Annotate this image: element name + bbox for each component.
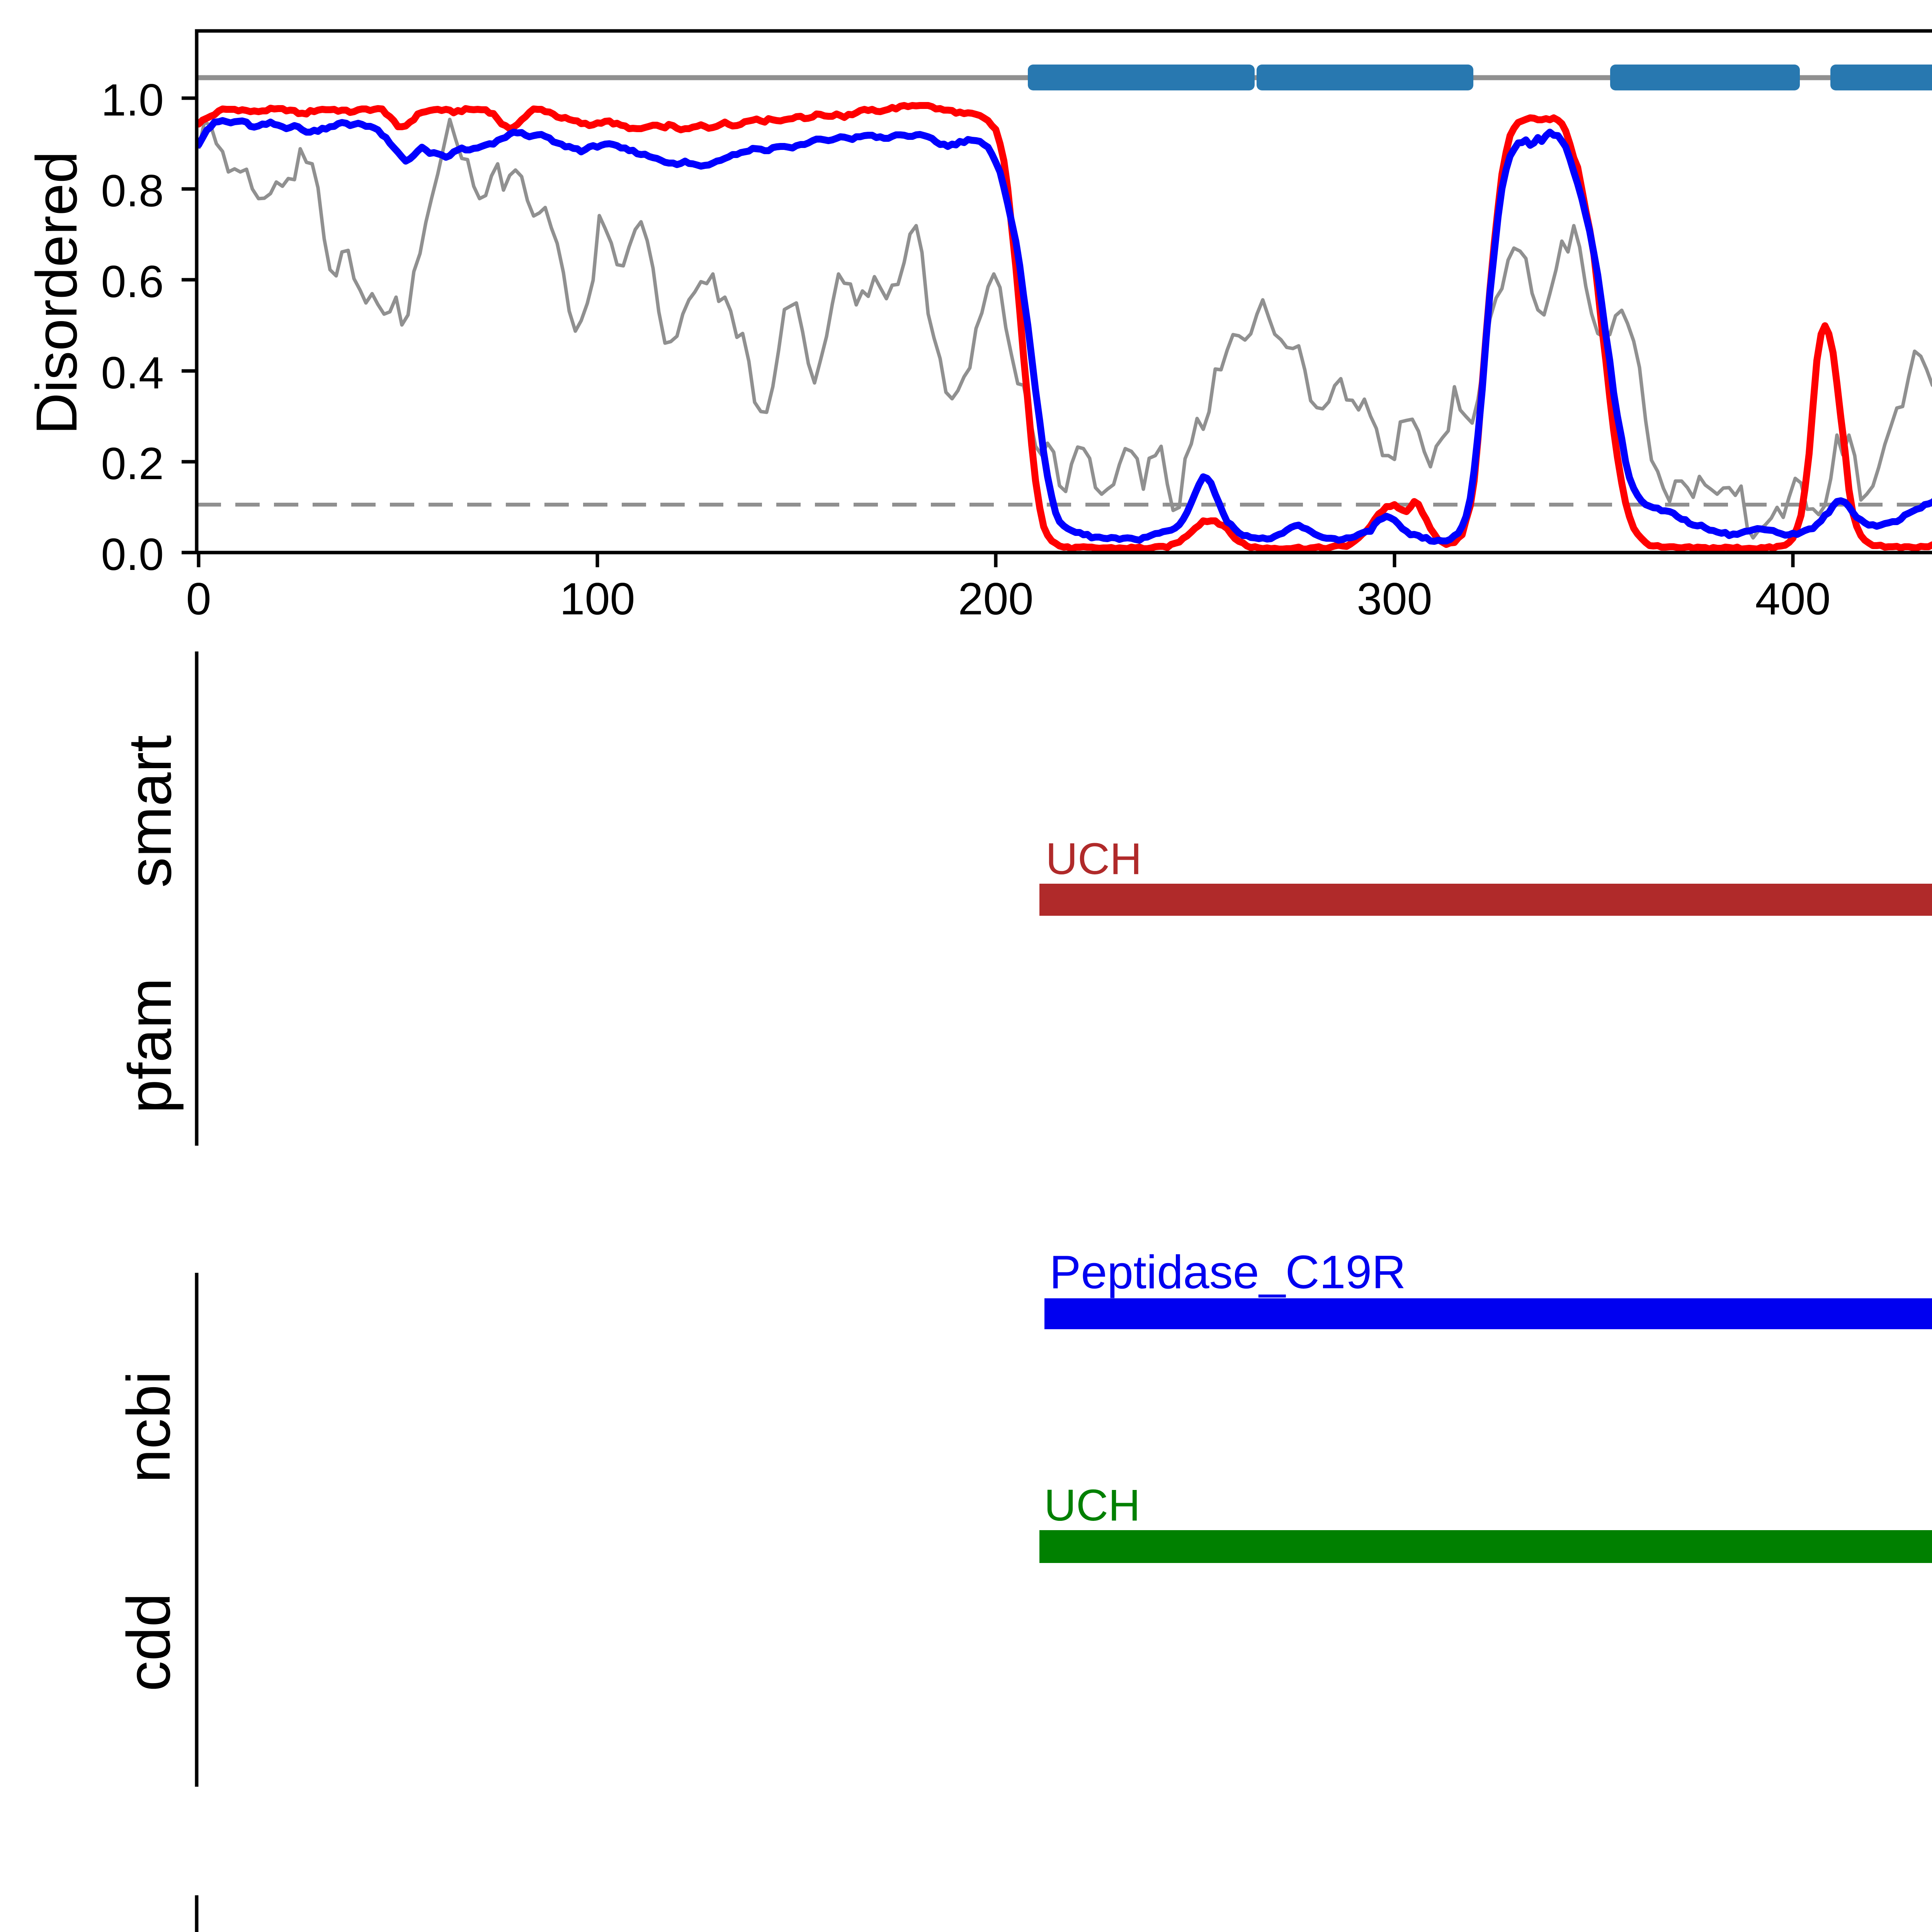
svg-text:UCH: UCH [1046, 834, 1142, 884]
svg-text:300: 300 [1357, 573, 1432, 624]
svg-text:0.4: 0.4 [101, 347, 164, 398]
svg-text:200: 200 [958, 573, 1033, 624]
svg-text:100: 100 [560, 573, 635, 624]
svg-text:Peptidase_C19R: Peptidase_C19R [1049, 1246, 1406, 1298]
svg-text:1.0: 1.0 [101, 75, 164, 125]
svg-text:UCH: UCH [1044, 1481, 1140, 1530]
svg-text:pfam: pfam [116, 978, 184, 1113]
svg-text:0.2: 0.2 [101, 438, 164, 489]
svg-text:Disordered: Disordered [24, 151, 89, 435]
svg-text:400: 400 [1755, 573, 1830, 624]
svg-text:0: 0 [186, 573, 211, 624]
svg-text:smart: smart [116, 735, 184, 888]
svg-text:0.6: 0.6 [101, 256, 164, 307]
svg-text:0.8: 0.8 [101, 165, 164, 216]
svg-text:cdd: cdd [115, 1593, 183, 1692]
svg-text:0.0: 0.0 [101, 529, 164, 580]
svg-text:ncbi: ncbi [115, 1371, 183, 1483]
